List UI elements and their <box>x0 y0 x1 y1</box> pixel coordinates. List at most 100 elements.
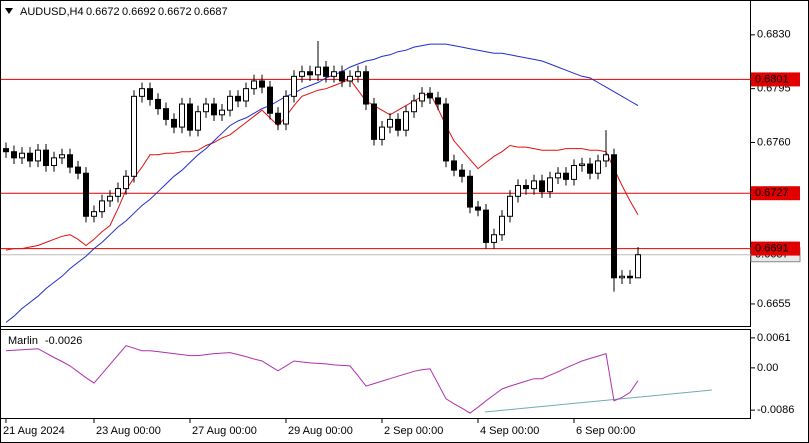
candle-body <box>499 215 505 236</box>
candle-body <box>147 88 153 100</box>
candle-body <box>123 175 129 190</box>
candle-body <box>83 172 89 217</box>
candle-body <box>411 100 417 113</box>
candle-body <box>139 88 145 97</box>
candle-body <box>323 66 329 77</box>
x-tick-label: 23 Aug 00:00 <box>96 425 161 437</box>
candle-body <box>275 112 281 125</box>
candle-body <box>387 118 393 128</box>
candle-body <box>379 126 385 140</box>
candle-body <box>59 154 65 159</box>
candle-body <box>539 180 545 193</box>
candle-body <box>267 86 273 114</box>
level-label-box <box>751 241 800 256</box>
trend-line <box>484 389 713 413</box>
candle-body <box>179 103 185 128</box>
candle-body <box>19 152 25 159</box>
candle-body <box>531 180 537 190</box>
candle-body <box>523 185 529 190</box>
header-close: 0.6687 <box>194 6 228 18</box>
candle-body <box>491 234 497 243</box>
candle-body <box>611 154 617 279</box>
candle-body <box>35 149 41 162</box>
candle-body <box>307 71 313 76</box>
candle-body <box>555 172 561 179</box>
level-label: 0.6691 <box>755 242 789 254</box>
candle-body <box>419 92 425 102</box>
y-tick-label: 0.6760 <box>757 136 791 148</box>
candle-body <box>451 160 457 171</box>
candle-body <box>363 71 369 105</box>
candle-body <box>235 95 241 102</box>
candle-body <box>99 200 105 213</box>
candle-body <box>547 177 553 193</box>
candle-body <box>291 75 297 97</box>
header-high: 0.6692 <box>122 6 156 18</box>
indicator-value: -0.0026 <box>45 335 82 347</box>
level-label-box <box>751 72 800 87</box>
candle-body <box>107 195 113 202</box>
candle-body <box>475 206 481 211</box>
candle-body <box>467 175 473 208</box>
candle-body <box>211 103 217 116</box>
candle-body <box>587 163 593 174</box>
moving-average <box>5 78 639 251</box>
candle-body <box>283 95 289 125</box>
candle-body <box>203 103 209 113</box>
candle-body <box>355 71 361 77</box>
y-tick-label: 0.6655 <box>757 298 791 310</box>
moving-average <box>5 43 639 323</box>
candle-body <box>27 152 33 162</box>
candle-body <box>171 118 177 128</box>
candle-body <box>219 109 225 116</box>
level-label: 0.6727 <box>755 187 789 199</box>
y-tick-label: -0.0086 <box>757 404 794 416</box>
candle-body <box>195 111 201 131</box>
candle-body <box>403 111 409 131</box>
candle-body <box>595 160 601 174</box>
candle-body <box>507 195 513 217</box>
header-open: 0.6672 <box>86 6 120 18</box>
menu-arrow <box>5 8 13 14</box>
candle-body <box>43 149 49 167</box>
candle-body <box>315 66 321 76</box>
candle-body <box>3 148 9 153</box>
header-low: 0.6672 <box>158 6 192 18</box>
y-tick-label: 0.0061 <box>757 332 791 344</box>
candle-body <box>227 95 233 111</box>
candle-body <box>331 71 337 77</box>
candle-body <box>371 103 377 140</box>
candle-body <box>395 118 401 131</box>
candle-body <box>483 209 489 243</box>
candle-body <box>259 80 265 88</box>
candle-body <box>163 108 169 120</box>
candle-body <box>251 80 257 90</box>
x-tick-label: 29 Aug 00:00 <box>288 425 353 437</box>
candle-body <box>299 71 305 77</box>
level-label: 0.6801 <box>755 73 789 85</box>
candle-body <box>603 154 609 162</box>
candle-body <box>339 71 345 82</box>
candle-body <box>459 169 465 177</box>
candle-body <box>115 188 121 197</box>
candle-body <box>11 151 17 159</box>
x-tick-label: 27 Aug 00:00 <box>192 425 257 437</box>
candle-body <box>51 157 57 167</box>
candle-body <box>187 103 193 131</box>
candle-body <box>627 275 633 279</box>
candle-body <box>515 185 521 197</box>
candle-body <box>579 163 585 167</box>
symbol: AUDUSD,H4 <box>20 6 84 18</box>
candle-body <box>427 92 433 99</box>
candle-body <box>635 254 641 279</box>
candle-body <box>155 98 161 110</box>
candle-body <box>563 172 569 180</box>
candle-body <box>91 211 97 217</box>
candle-body <box>75 166 81 174</box>
candle-body <box>243 88 249 102</box>
x-tick-label: 6 Sep 00:00 <box>576 425 635 437</box>
indicator-line <box>5 345 639 414</box>
y-tick-label: 0.6830 <box>757 29 791 41</box>
x-tick-label: 21 Aug 2024 <box>3 425 65 437</box>
